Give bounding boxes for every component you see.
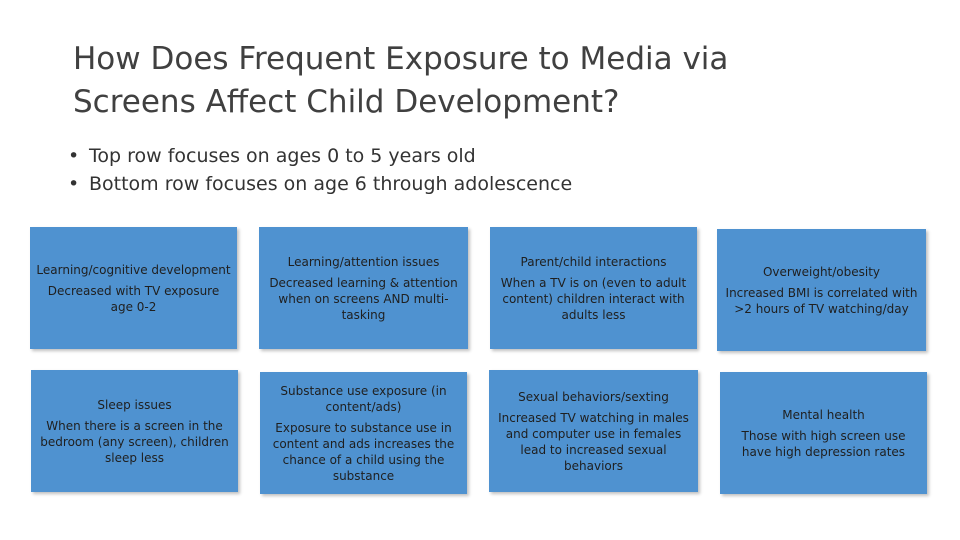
bullet-dot-icon: •	[68, 145, 80, 167]
box-heading: Substance use exposure (in content/ads)	[280, 383, 447, 414]
slide-title: How Does Frequent Exposure to Media via …	[73, 38, 873, 124]
bullet-list: • Top row focuses on ages 0 to 5 years o…	[68, 142, 572, 198]
box-heading: Sleep issues	[97, 397, 172, 412]
box-mental-health: Mental health Those with high screen use…	[720, 372, 927, 494]
bullet-item: • Top row focuses on ages 0 to 5 years o…	[68, 142, 572, 170]
box-heading: Mental health	[782, 407, 865, 422]
box-sexual-behaviors: Sexual behaviors/sexting Increased TV wa…	[489, 370, 698, 492]
box-sleep-issues: Sleep issues When there is a screen in t…	[31, 370, 238, 492]
box-text: When a TV is on (even to adult content) …	[500, 275, 687, 322]
slide-title-line-1: How Does Frequent Exposure to Media via	[73, 41, 729, 77]
bullet-text: Top row focuses on ages 0 to 5 years old	[89, 145, 476, 167]
box-text: Decreased learning & attention when on s…	[269, 275, 458, 322]
box-text: Decreased with TV exposure age 0-2	[47, 283, 220, 314]
box-text: Exposure to substance use in content and…	[272, 420, 455, 483]
box-substance-use: Substance use exposure (in content/ads) …	[260, 372, 467, 494]
box-heading: Sexual behaviors/sexting	[518, 389, 669, 404]
bullet-text: Bottom row focuses on age 6 through adol…	[89, 173, 573, 195]
box-heading: Learning/attention issues	[287, 254, 440, 269]
box-text: Increased TV watching in males and compu…	[498, 410, 689, 473]
box-parent-child: Parent/child interactions When a TV is o…	[490, 227, 697, 349]
box-text: When there is a screen in the bedroom (a…	[40, 418, 229, 465]
bullet-dot-icon: •	[68, 173, 80, 195]
box-heading: Parent/child interactions	[520, 254, 667, 269]
box-learning-attention: Learning/attention issues Decreased lear…	[259, 227, 468, 349]
box-learning-cognitive: Learning/cognitive development Decreased…	[30, 227, 237, 349]
box-overweight-obesity: Overweight/obesity Increased BMI is corr…	[717, 229, 926, 351]
box-heading: Learning/cognitive development	[36, 262, 231, 277]
box-text: Increased BMI is correlated with >2 hour…	[725, 285, 918, 316]
bullet-item: • Bottom row focuses on age 6 through ad…	[68, 170, 572, 198]
box-text: Those with high screen use have high dep…	[741, 428, 906, 459]
box-heading: Overweight/obesity	[762, 264, 881, 279]
slide-title-line-2: Screens Affect Child Development?	[73, 84, 620, 120]
